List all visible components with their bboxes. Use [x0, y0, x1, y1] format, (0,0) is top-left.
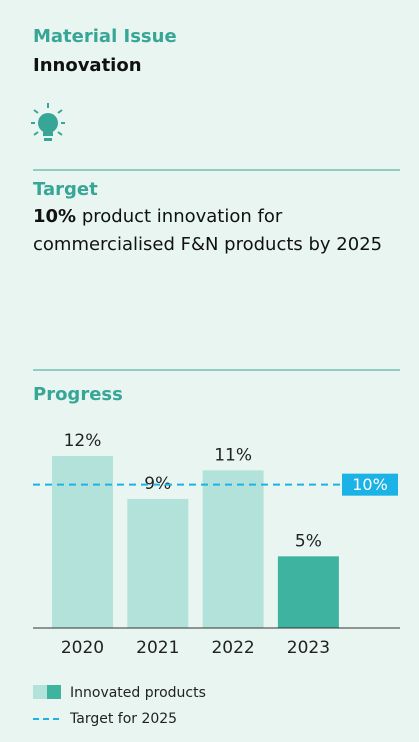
lightbulb-icon — [31, 103, 65, 141]
x-tick-label: 2021 — [136, 638, 179, 658]
target-description: product innovation for commercialised F&… — [33, 206, 382, 255]
legend-label: Target for 2025 — [69, 711, 177, 727]
legend-label: Innovated products — [70, 685, 206, 701]
target-text: 10% product innovation for commercialise… — [33, 203, 383, 259]
chart-title: Progress — [33, 384, 123, 405]
x-tick-label: 2020 — [61, 638, 104, 658]
x-tick-label: 2023 — [287, 638, 330, 658]
value-label: 12% — [64, 431, 102, 451]
value-label: 5% — [295, 531, 322, 551]
target-label: 10% — [352, 475, 388, 494]
value-label: 11% — [214, 445, 252, 465]
bar — [52, 456, 113, 628]
bar — [203, 470, 264, 628]
chart: 12%20209%202111%20225%202310%Innovated p… — [0, 0, 419, 742]
page: 12%20209%202111%20225%202310%Innovated p… — [0, 0, 419, 742]
target-highlight: 10% — [33, 206, 76, 227]
target-heading: Target — [33, 179, 98, 200]
section-title: Innovation — [33, 55, 142, 76]
legend-swatch — [47, 685, 61, 699]
x-tick-label: 2022 — [211, 638, 254, 658]
bar — [278, 556, 339, 628]
legend-swatch — [33, 685, 47, 699]
bar — [127, 499, 188, 628]
section-label: Material Issue — [33, 26, 177, 47]
